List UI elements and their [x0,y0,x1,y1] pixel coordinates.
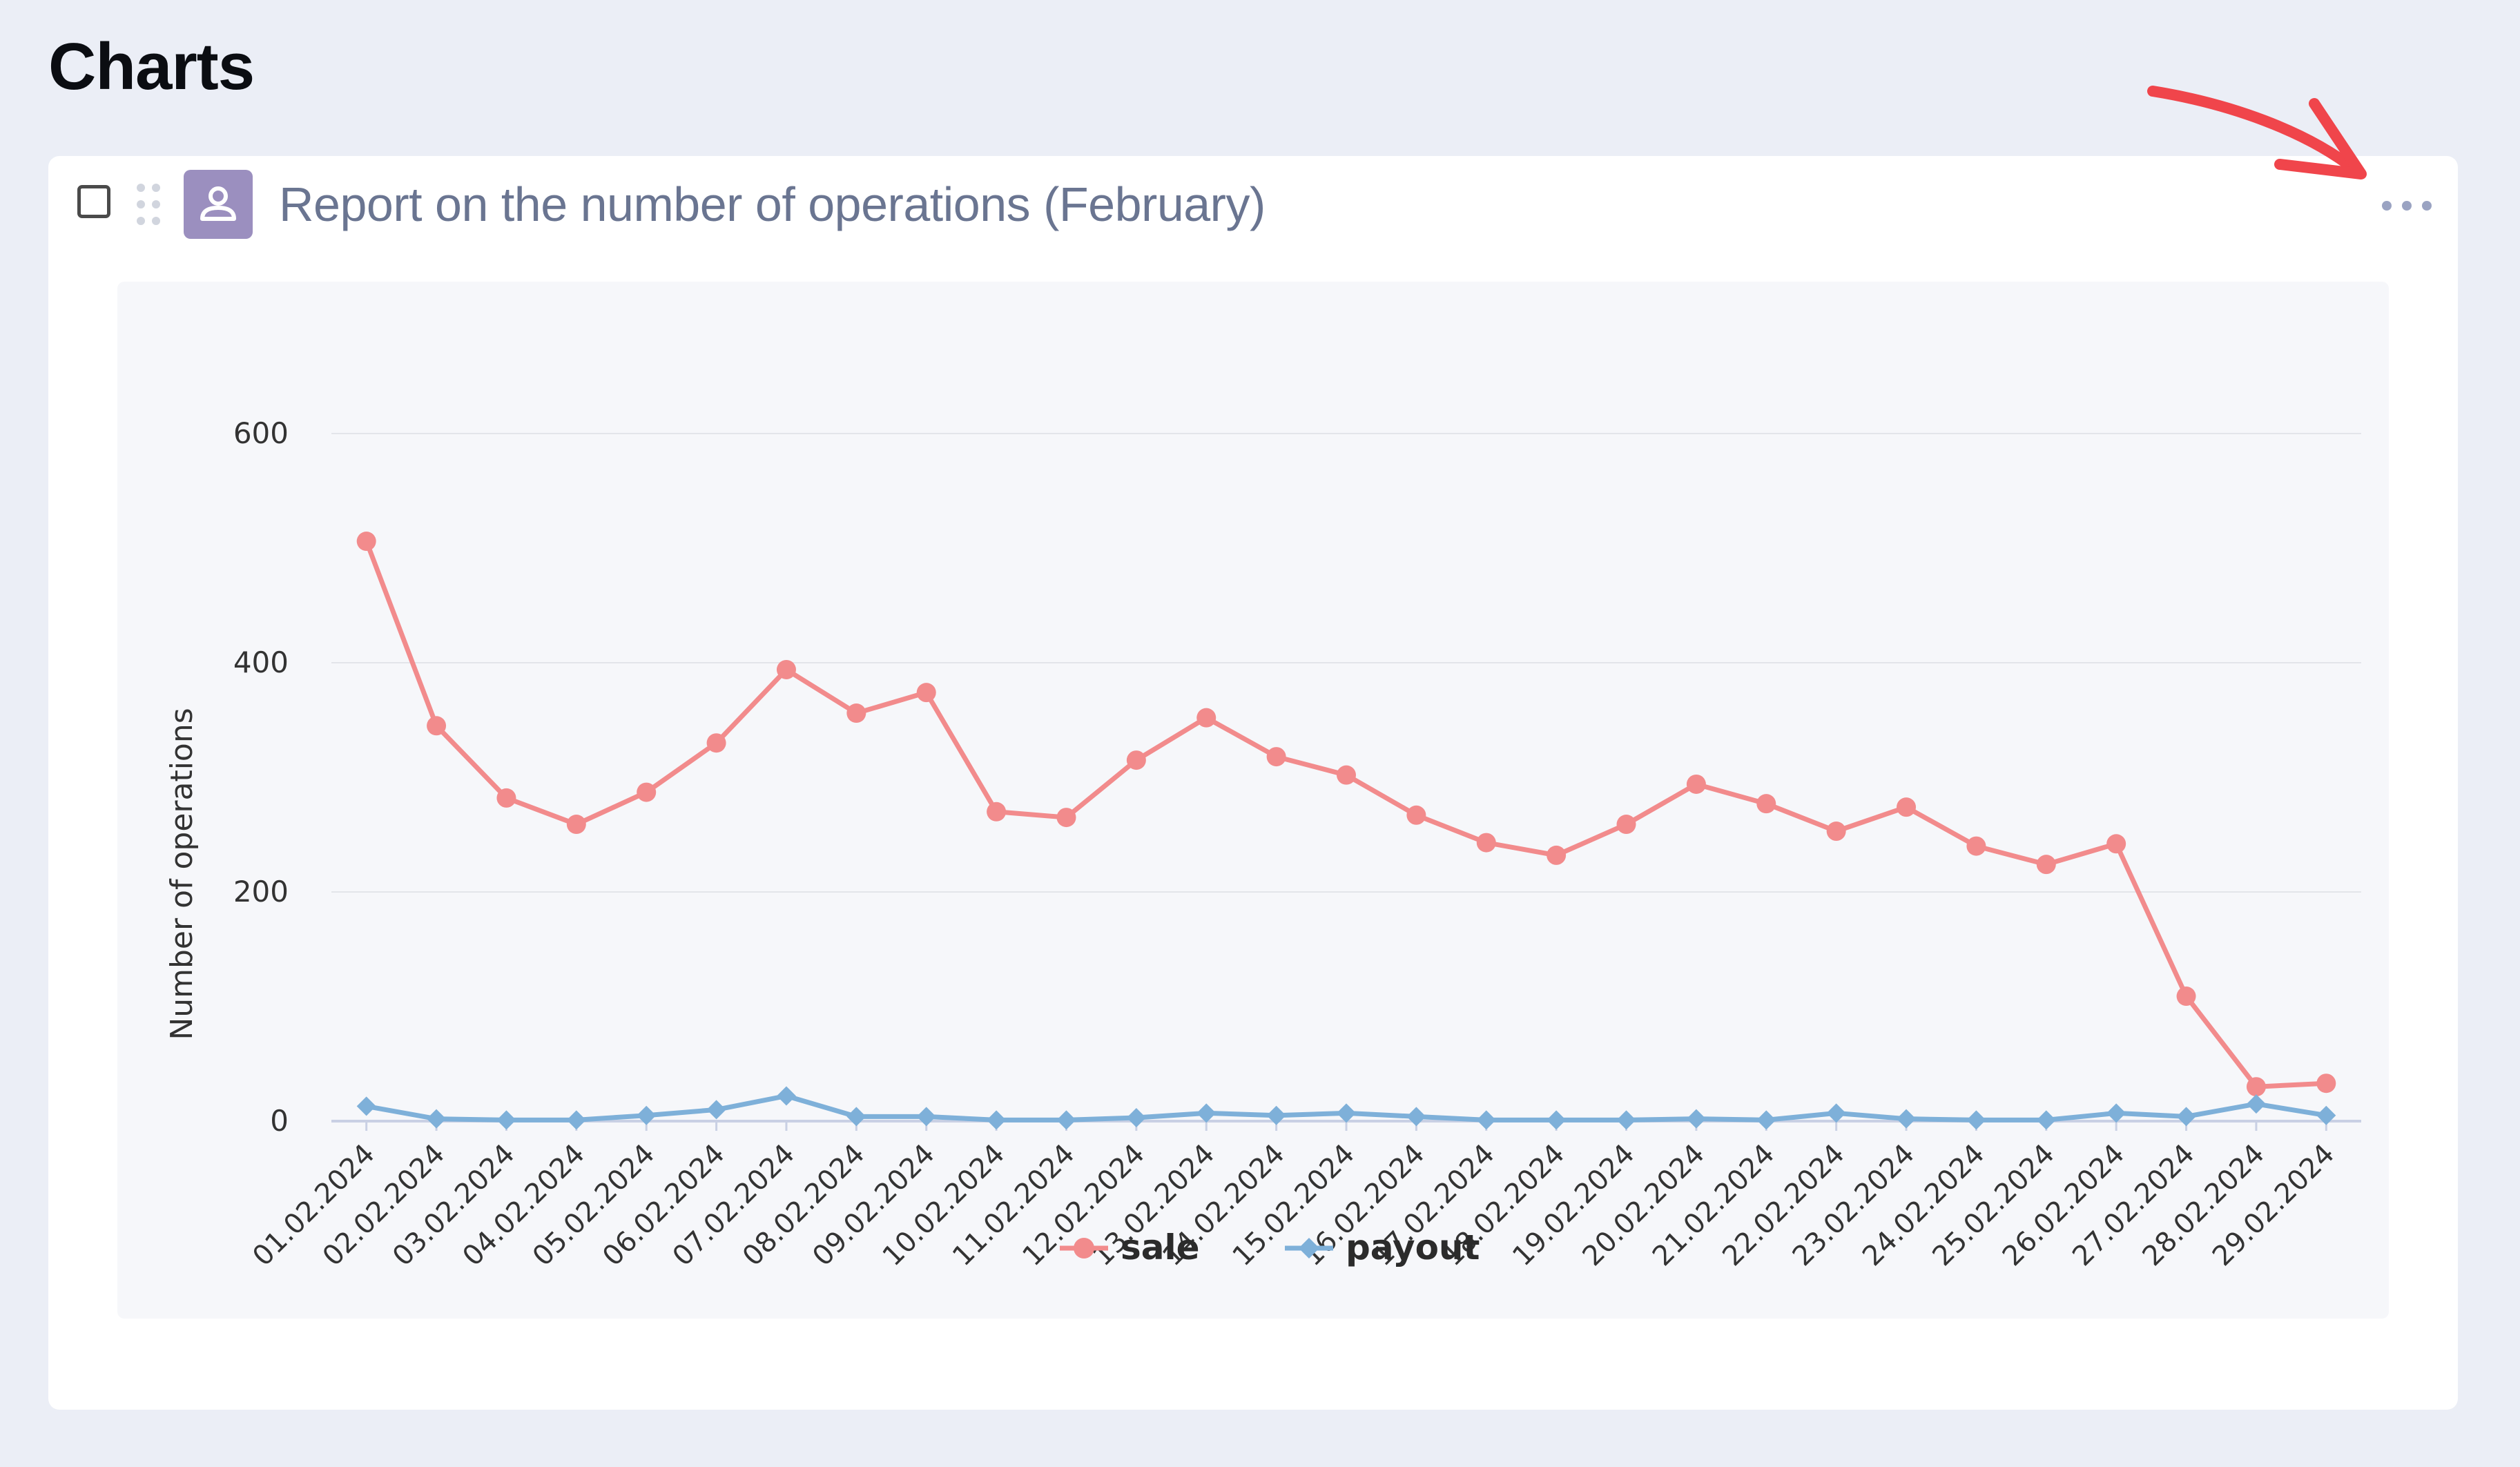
data-point-sale [2176,987,2196,1007]
data-point-sale [706,733,726,753]
data-point-payout [1196,1103,1217,1123]
data-point-sale [846,703,866,723]
data-point-payout [1476,1110,1496,1130]
data-point-payout [1897,1109,1917,1129]
chart-area: 0 200 400 600 Number of operations 01.02.2024… [117,282,2389,1319]
y-tick-label: 400 [233,645,289,679]
y-tick-label: 200 [233,875,289,909]
data-point-payout [916,1107,936,1127]
legend-label-sale: sale [1121,1227,1200,1267]
data-point-sale [1476,833,1496,853]
data-point-sale [1966,836,1986,856]
data-point-sale [2036,855,2056,875]
data-point-payout [1406,1107,1426,1127]
data-point-sale [1826,822,1846,842]
y-axis-label: Number of operations [164,708,200,1040]
data-point-payout [637,1105,657,1125]
data-point-payout [2176,1107,2196,1127]
data-point-payout [1826,1103,1846,1123]
data-point-payout [846,1107,866,1127]
chart-card: Report on the number of operations (Febr… [48,156,2458,1410]
select-checkbox[interactable] [77,185,110,218]
data-point-payout [1337,1103,1356,1123]
data-point-payout [1966,1110,1986,1130]
data-point-sale [1616,815,1636,835]
data-point-sale [566,815,586,835]
data-point-payout [1547,1110,1567,1130]
data-point-sale [2246,1077,2266,1097]
data-point-sale [1547,845,1567,865]
data-point-sale [356,532,376,552]
data-point-sale [427,716,447,736]
legend-marker-sale [1074,1238,1094,1259]
data-point-sale [1056,808,1076,828]
data-point-payout [566,1110,586,1130]
data-point-payout [1056,1110,1076,1130]
data-point-payout [1686,1109,1706,1129]
data-point-sale [1756,794,1776,814]
data-point-payout [706,1100,726,1120]
data-point-sale [1337,765,1356,785]
y-tick-label: 600 [233,416,289,450]
data-point-payout [2036,1110,2056,1130]
data-point-payout [987,1110,1007,1130]
data-point-sale [1266,747,1286,767]
data-point-sale [496,788,516,808]
card-title: Report on the number of operations (Febr… [279,177,1266,231]
data-point-sale [2316,1073,2336,1094]
data-point-sale [916,683,936,703]
data-point-sale [1406,805,1426,825]
legend-label-payout: payout [1346,1227,1480,1267]
data-point-payout [427,1109,447,1129]
data-point-payout [776,1086,796,1106]
data-point-sale [2106,834,2126,854]
data-point-payout [2106,1103,2126,1123]
data-point-sale [1897,797,1917,817]
data-point-sale [1686,774,1706,794]
data-point-payout [496,1110,516,1130]
data-point-sale [1126,750,1146,770]
drag-handle-icon[interactable] [137,184,160,225]
series-line-sale [364,540,2327,1089]
data-point-sale [776,659,796,679]
x-tick-label: 29.02.2024 [2207,1138,2340,1272]
report-avatar [184,170,253,239]
data-point-sale [637,782,657,802]
y-tick-label: 0 [270,1104,289,1138]
data-point-sale [987,801,1007,822]
data-point-payout [2316,1105,2336,1125]
legend-marker-payout [1299,1238,1319,1259]
more-options-button[interactable] [2379,188,2434,222]
page-title: Charts [48,30,255,104]
data-point-payout [1126,1108,1146,1128]
data-point-payout [356,1096,376,1116]
data-point-payout [1616,1110,1636,1130]
person-icon [200,186,236,221]
data-point-payout [1266,1105,1286,1125]
data-point-payout [1756,1110,1776,1130]
data-point-payout [2246,1094,2266,1114]
data-point-sale [1196,708,1217,728]
